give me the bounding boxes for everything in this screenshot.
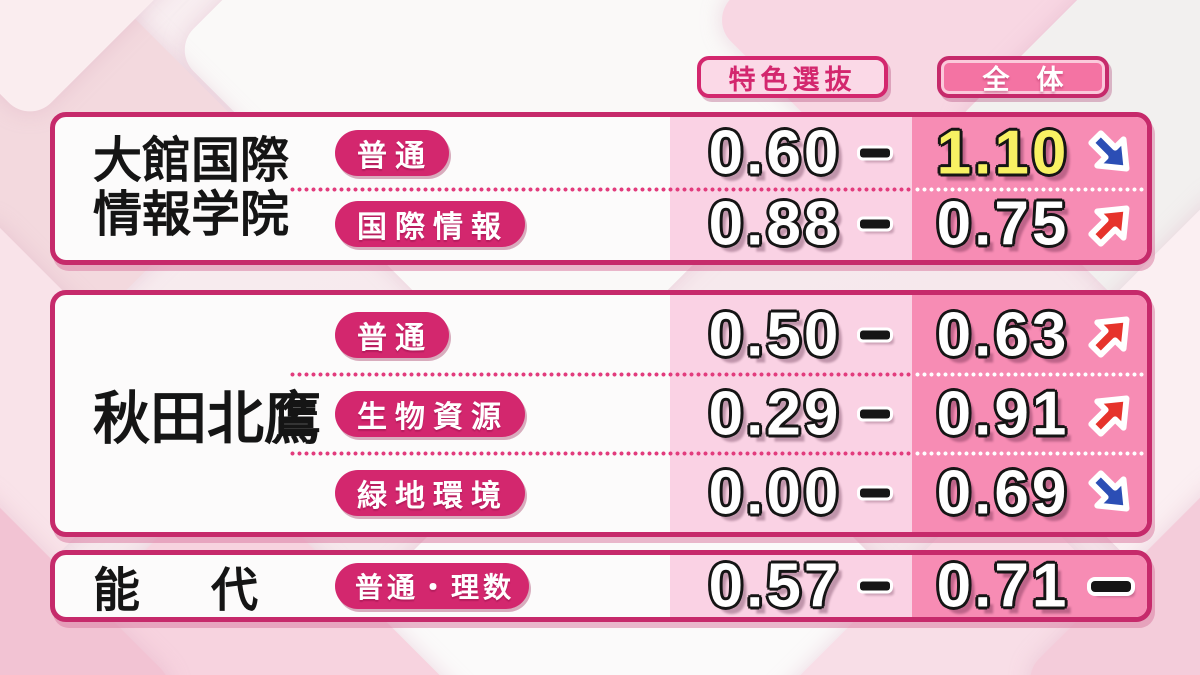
school-name-line: 秋田北鷹 bbox=[93, 386, 321, 451]
minus-separator-icon bbox=[845, 409, 905, 418]
trend-icon bbox=[1083, 125, 1139, 181]
row-divider bbox=[55, 371, 1147, 377]
course-badge: 国際情報 bbox=[335, 201, 525, 248]
table-row: 生物資源 0.29 0.91 bbox=[55, 374, 1147, 453]
panel-rows: 普通 0.60 1.10 国際情報 0.88 0.75 bbox=[55, 117, 1147, 260]
overall-ratio-value: 0.71 bbox=[936, 551, 1070, 621]
school-panel-odate-kokusai: 大館国際 情報学院 普通 0.60 1.10 国際情報 0.88 0.75 bbox=[50, 112, 1152, 265]
table-row: 緑地環境 0.00 0.69 bbox=[55, 453, 1147, 532]
course-badge: 普通 bbox=[335, 129, 449, 176]
course-badge: 普通・理数 bbox=[335, 563, 530, 609]
school-name: 大館国際 情報学院 bbox=[93, 134, 289, 244]
panel-rows: 普通・理数 0.57 0.71 bbox=[55, 555, 1147, 617]
school-name-line: 能 代 bbox=[93, 563, 270, 617]
course-badge: 生物資源 bbox=[335, 390, 525, 437]
minus-separator-icon bbox=[845, 148, 905, 158]
school-name: 能 代 bbox=[93, 555, 270, 617]
row-divider bbox=[55, 186, 1147, 192]
overall-ratio-value: 0.69 bbox=[936, 458, 1070, 527]
school-name-line: 大館国際 bbox=[93, 133, 290, 188]
school-name: 秋田北鷹 bbox=[93, 373, 321, 455]
trend-icon bbox=[1083, 307, 1139, 363]
column-header-special-selection: 特色選抜 bbox=[697, 56, 888, 98]
row-divider bbox=[55, 451, 1147, 456]
overall-ratio-value: 0.91 bbox=[936, 379, 1070, 448]
table-row: 国際情報 0.88 0.75 bbox=[55, 189, 1147, 261]
course-badge: 普通 bbox=[335, 311, 449, 358]
special-ratio-value: 0.50 bbox=[708, 300, 842, 369]
special-ratio-value: 0.57 bbox=[708, 551, 842, 621]
trend-icon bbox=[1083, 196, 1139, 252]
column-header-overall: 全 体 bbox=[937, 56, 1109, 98]
trend-icon bbox=[1083, 386, 1139, 442]
trend-icon bbox=[1083, 558, 1139, 614]
table-row: 普通・理数 0.57 0.71 bbox=[55, 555, 1147, 617]
overall-ratio-value: 1.10 bbox=[936, 118, 1070, 188]
special-ratio-value: 0.00 bbox=[708, 458, 842, 527]
minus-separator-icon bbox=[845, 219, 905, 229]
minus-separator-icon bbox=[845, 330, 905, 339]
school-name-line: 情報学院 bbox=[93, 188, 290, 243]
panel-rows: 普通 0.50 0.63 生物資源 0.29 0.91 bbox=[55, 295, 1147, 532]
school-panel-noshiro: 能 代 普通・理数 0.57 0.71 bbox=[50, 550, 1152, 622]
special-ratio-value: 0.60 bbox=[708, 118, 842, 188]
minus-separator-icon bbox=[845, 488, 905, 497]
minus-separator-icon bbox=[845, 581, 905, 591]
special-ratio-value: 0.88 bbox=[708, 189, 842, 259]
course-badge: 緑地環境 bbox=[335, 469, 525, 516]
overall-ratio-value: 0.63 bbox=[936, 300, 1070, 369]
table-row: 普通 0.60 1.10 bbox=[55, 117, 1147, 189]
special-ratio-value: 0.29 bbox=[708, 379, 842, 448]
table-row: 普通 0.50 0.63 bbox=[55, 295, 1147, 374]
trend-icon bbox=[1083, 465, 1139, 521]
school-panel-akita-hokuyo: 秋田北鷹 普通 0.50 0.63 生物資源 0.29 0.91 bbox=[50, 290, 1152, 537]
overall-ratio-value: 0.75 bbox=[936, 189, 1070, 259]
